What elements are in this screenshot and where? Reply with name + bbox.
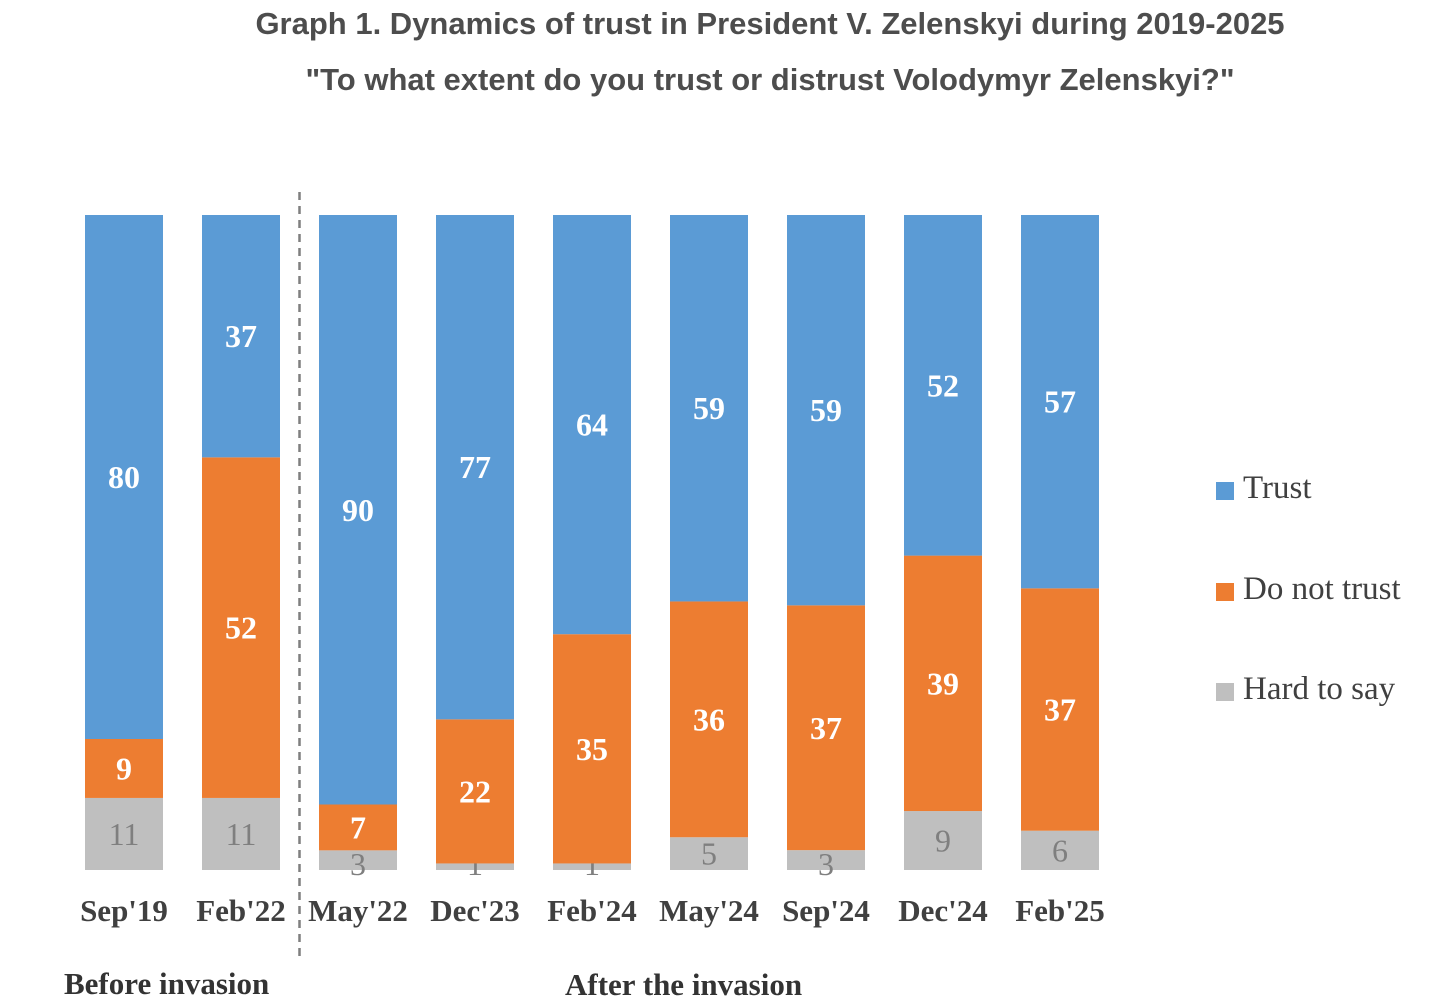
bar-hard-to-say-dec-24 [904, 811, 982, 870]
x-tick-label-feb-22: Feb'22 [196, 893, 286, 928]
data-label-trust-feb-24: 64 [576, 407, 608, 443]
chart-title: Graph 1. Dynamics of trust in President … [255, 6, 1285, 41]
data-label-trust-sep-19: 80 [108, 459, 140, 495]
legend-label-trust: Trust [1243, 470, 1312, 506]
x-tick-label-dec-23: Dec'23 [430, 893, 520, 928]
bar-trust-sep-19 [85, 215, 163, 739]
bar-hard-to-say-feb-25 [1021, 830, 1099, 870]
bar-trust-feb-22 [202, 215, 280, 458]
bar-do-not-trust-dec-24 [904, 555, 982, 812]
legend-swatch-do-not-trust [1216, 583, 1234, 601]
data-label-trust-dec-23: 77 [459, 449, 491, 485]
bar-do-not-trust-may-24 [670, 601, 748, 838]
legend-swatch-hard-to-say [1216, 683, 1234, 701]
data-label-do-not-trust-feb-25: 37 [1044, 692, 1076, 728]
bar-do-not-trust-sep-19 [85, 739, 163, 798]
x-tick-label-sep-24: Sep'24 [782, 893, 870, 928]
chart-subtitle: "To what extent do you trust or distrust… [305, 62, 1235, 97]
bar-hard-to-say-feb-24 [553, 863, 631, 870]
data-label-do-not-trust-may-24: 36 [693, 701, 725, 737]
bar-trust-feb-24 [553, 215, 631, 635]
data-label-hard-to-say-feb-22: 11 [226, 816, 257, 852]
data-label-do-not-trust-sep-24: 37 [810, 710, 842, 746]
bar-hard-to-say-feb-22 [202, 797, 280, 870]
bar-trust-feb-25 [1021, 215, 1099, 589]
bar-hard-to-say-may-24 [670, 837, 748, 870]
bar-trust-may-22 [319, 215, 397, 805]
data-label-hard-to-say-sep-19: 11 [109, 816, 140, 852]
data-label-do-not-trust-dec-24: 39 [927, 665, 959, 701]
data-label-do-not-trust-feb-24: 35 [576, 731, 608, 767]
data-label-hard-to-say-sep-24: 3 [818, 846, 834, 882]
data-label-trust-may-22: 90 [342, 492, 374, 528]
data-label-trust-dec-24: 52 [927, 367, 959, 403]
bar-do-not-trust-feb-25 [1021, 588, 1099, 831]
bar-trust-dec-23 [436, 215, 514, 720]
x-tick-label-may-24: May'24 [659, 893, 759, 928]
bar-hard-to-say-may-22 [319, 850, 397, 870]
after-invasion-label: After the invasion [565, 967, 803, 1002]
data-label-do-not-trust-feb-22: 52 [225, 610, 257, 646]
x-tick-label-sep-19: Sep'19 [80, 893, 168, 928]
data-label-hard-to-say-feb-25: 6 [1052, 832, 1068, 868]
x-tick-label-feb-24: Feb'24 [547, 893, 637, 928]
bar-hard-to-say-sep-19 [85, 797, 163, 870]
bar-do-not-trust-sep-24 [787, 605, 865, 851]
legend-label-hard-to-say: Hard to say [1243, 671, 1396, 707]
data-label-hard-to-say-may-22: 3 [350, 846, 366, 882]
bar-trust-sep-24 [787, 215, 865, 606]
data-label-hard-to-say-may-24: 5 [701, 836, 717, 872]
data-label-trust-feb-25: 57 [1044, 384, 1076, 420]
bar-do-not-trust-feb-24 [553, 634, 631, 864]
bar-hard-to-say-sep-24 [787, 850, 865, 870]
data-label-hard-to-say-dec-24: 9 [935, 823, 951, 859]
bar-hard-to-say-dec-23 [436, 863, 514, 870]
legend-swatch-trust [1216, 482, 1234, 500]
data-label-do-not-trust-sep-19: 9 [116, 750, 132, 786]
x-tick-label-may-22: May'22 [308, 893, 408, 928]
data-label-do-not-trust-dec-23: 22 [459, 773, 491, 809]
data-label-trust-may-24: 59 [693, 390, 725, 426]
before-invasion-label: Before invasion [64, 966, 270, 1001]
data-label-trust-sep-24: 59 [810, 392, 842, 428]
data-label-trust-feb-22: 37 [225, 318, 257, 354]
legend-label-do-not-trust: Do not trust [1243, 571, 1401, 607]
bar-trust-dec-24 [904, 215, 982, 556]
data-label-do-not-trust-may-22: 7 [350, 809, 366, 845]
bar-do-not-trust-dec-23 [436, 719, 514, 864]
x-tick-label-dec-24: Dec'24 [898, 893, 988, 928]
bar-trust-may-24 [670, 215, 748, 602]
x-tick-label-feb-25: Feb'25 [1015, 893, 1105, 928]
bar-do-not-trust-feb-22 [202, 457, 280, 798]
bar-do-not-trust-may-22 [319, 804, 397, 851]
